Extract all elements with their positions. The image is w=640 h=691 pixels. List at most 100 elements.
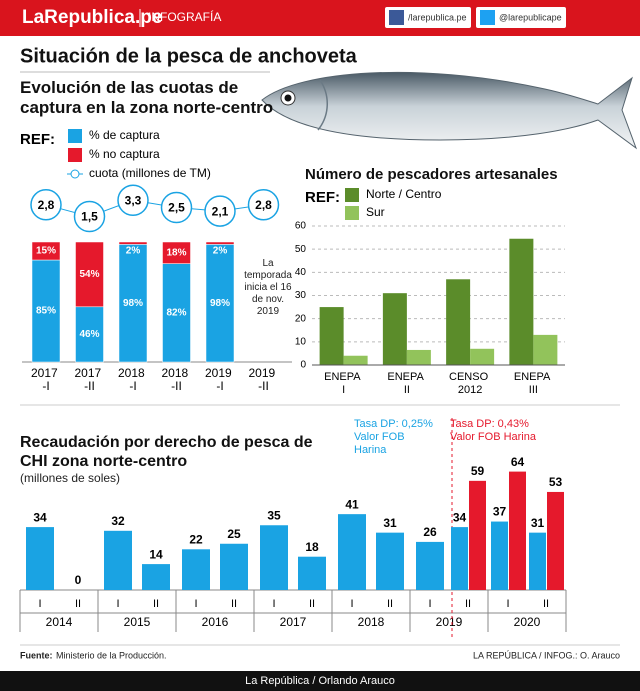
value-label: 31 [531, 516, 545, 530]
x-tick-label: II [309, 598, 315, 610]
x-tick-label: 2018 -II [161, 366, 191, 393]
value-label: 35 [267, 508, 281, 522]
value-label: 26 [423, 525, 437, 539]
cuota-point [117, 184, 149, 217]
cuota-point [73, 200, 106, 233]
x-tick-label: II [387, 598, 393, 610]
bar [491, 521, 508, 590]
x-tick-label: 2017 -II [74, 366, 104, 393]
value-label: 25 [227, 527, 241, 541]
chart-title: Recaudación por derecho de pesca de CHI … [20, 434, 313, 470]
credit: LA REPÚBLICA / INFOG.: O. Arauco [473, 650, 620, 660]
value-label: 59 [471, 464, 485, 478]
value-label: 15% [36, 246, 56, 257]
value-label: 22 [189, 532, 203, 546]
value-label: 2% [126, 246, 141, 257]
x-tick-label: 2018 -I [118, 366, 148, 393]
legend-swatch [345, 188, 359, 202]
x-tick-label: I [116, 598, 119, 610]
bar [343, 355, 368, 365]
y-tick-label: 10 [295, 336, 307, 347]
value-label: 14 [149, 547, 163, 561]
legend-swatch [68, 148, 82, 162]
x-tick-label: II [543, 598, 549, 610]
value-label: 98% [210, 298, 230, 309]
value-label: 18 [305, 540, 319, 554]
x-tick-label: II [153, 598, 159, 610]
annotation: Tasa DP: 0,25% Valor FOB Harina [354, 418, 433, 456]
x-tick-label: ENEPA I [324, 371, 363, 396]
bar [142, 564, 170, 590]
value-label: 34 [33, 510, 47, 524]
x-tick-label: II [465, 598, 471, 610]
x-tick-label: I [506, 598, 509, 610]
bar-segment [205, 244, 235, 363]
bar [533, 334, 558, 365]
x-tick-label: 2019 -I [205, 366, 235, 393]
bar [469, 480, 486, 590]
x-tick-label: CENSO 2012 [449, 371, 491, 396]
value-label: 82% [166, 307, 186, 318]
bar-segment [31, 259, 61, 363]
legend-swatch [68, 129, 82, 143]
legend-label: Norte / Centro [366, 187, 442, 201]
chart-title: Número de pescadores artesanales [305, 166, 558, 183]
group-label: 2019 [436, 615, 463, 629]
value-label: 2,8 [38, 198, 55, 212]
twitter-link[interactable] [476, 7, 566, 28]
value-label: 2,5 [168, 201, 185, 215]
value-label: 53 [549, 475, 563, 489]
legend-label: Sur [366, 205, 385, 219]
value-label: 2,8 [255, 198, 272, 212]
section: INFOGRAFÍA [148, 9, 221, 24]
bar [104, 530, 132, 590]
value-label: 18% [166, 247, 186, 258]
value-label: 31 [383, 516, 397, 530]
legend-title: REF: [305, 189, 340, 206]
value-label: 64 [511, 455, 525, 469]
bar-segment [75, 241, 104, 308]
bar [416, 541, 444, 590]
x-tick-label: 2017 -I [31, 366, 61, 393]
bar [319, 307, 344, 365]
value-label: 41 [345, 497, 359, 511]
group-label: 2018 [358, 615, 385, 629]
value-label: 85% [36, 306, 56, 317]
facebook-link[interactable] [385, 7, 471, 28]
twitter-handle[interactable]: @larepublicape [499, 12, 562, 22]
annotation: Tasa DP: 0,43% Valor FOB Harina [450, 418, 536, 443]
y-tick-label: 20 [295, 313, 307, 324]
group-label: 2017 [280, 615, 307, 629]
value-label: 37 [493, 505, 507, 519]
facebook-icon [389, 10, 404, 25]
value-label: 46% [79, 329, 99, 340]
bar [298, 556, 326, 590]
value-label: 32 [111, 514, 125, 528]
legend-label: % no captura [89, 147, 160, 161]
footer-bar-text: La República / Orlando Arauco [245, 675, 395, 687]
value-label: 1,5 [81, 210, 98, 224]
bar-segment [31, 241, 61, 261]
cuota-point [30, 189, 62, 221]
y-tick-label: 50 [295, 244, 307, 255]
bar-segment [75, 306, 104, 363]
x-tick-label: 2019 -II [248, 366, 278, 393]
bar-segment [205, 241, 235, 245]
bar [338, 514, 366, 590]
value-label: 34 [453, 510, 467, 524]
source: Ministerio de la Producción. [56, 650, 167, 660]
fish [261, 71, 638, 150]
group-label: 2014 [46, 615, 73, 629]
legend-title: REF: [20, 131, 55, 148]
page-title: Situación de la pesca de anchoveta [20, 45, 358, 67]
x-tick-label: ENEPA II [387, 371, 426, 396]
bar-segment [118, 244, 148, 363]
source-label: Fuente: [20, 650, 53, 660]
bar [182, 549, 210, 590]
bar [509, 238, 534, 365]
legend-label: % de captura [89, 128, 160, 142]
value-label: 2% [213, 246, 228, 257]
group-label: 2016 [202, 615, 229, 629]
facebook-handle[interactable]: /larepublica.pe [408, 12, 467, 22]
